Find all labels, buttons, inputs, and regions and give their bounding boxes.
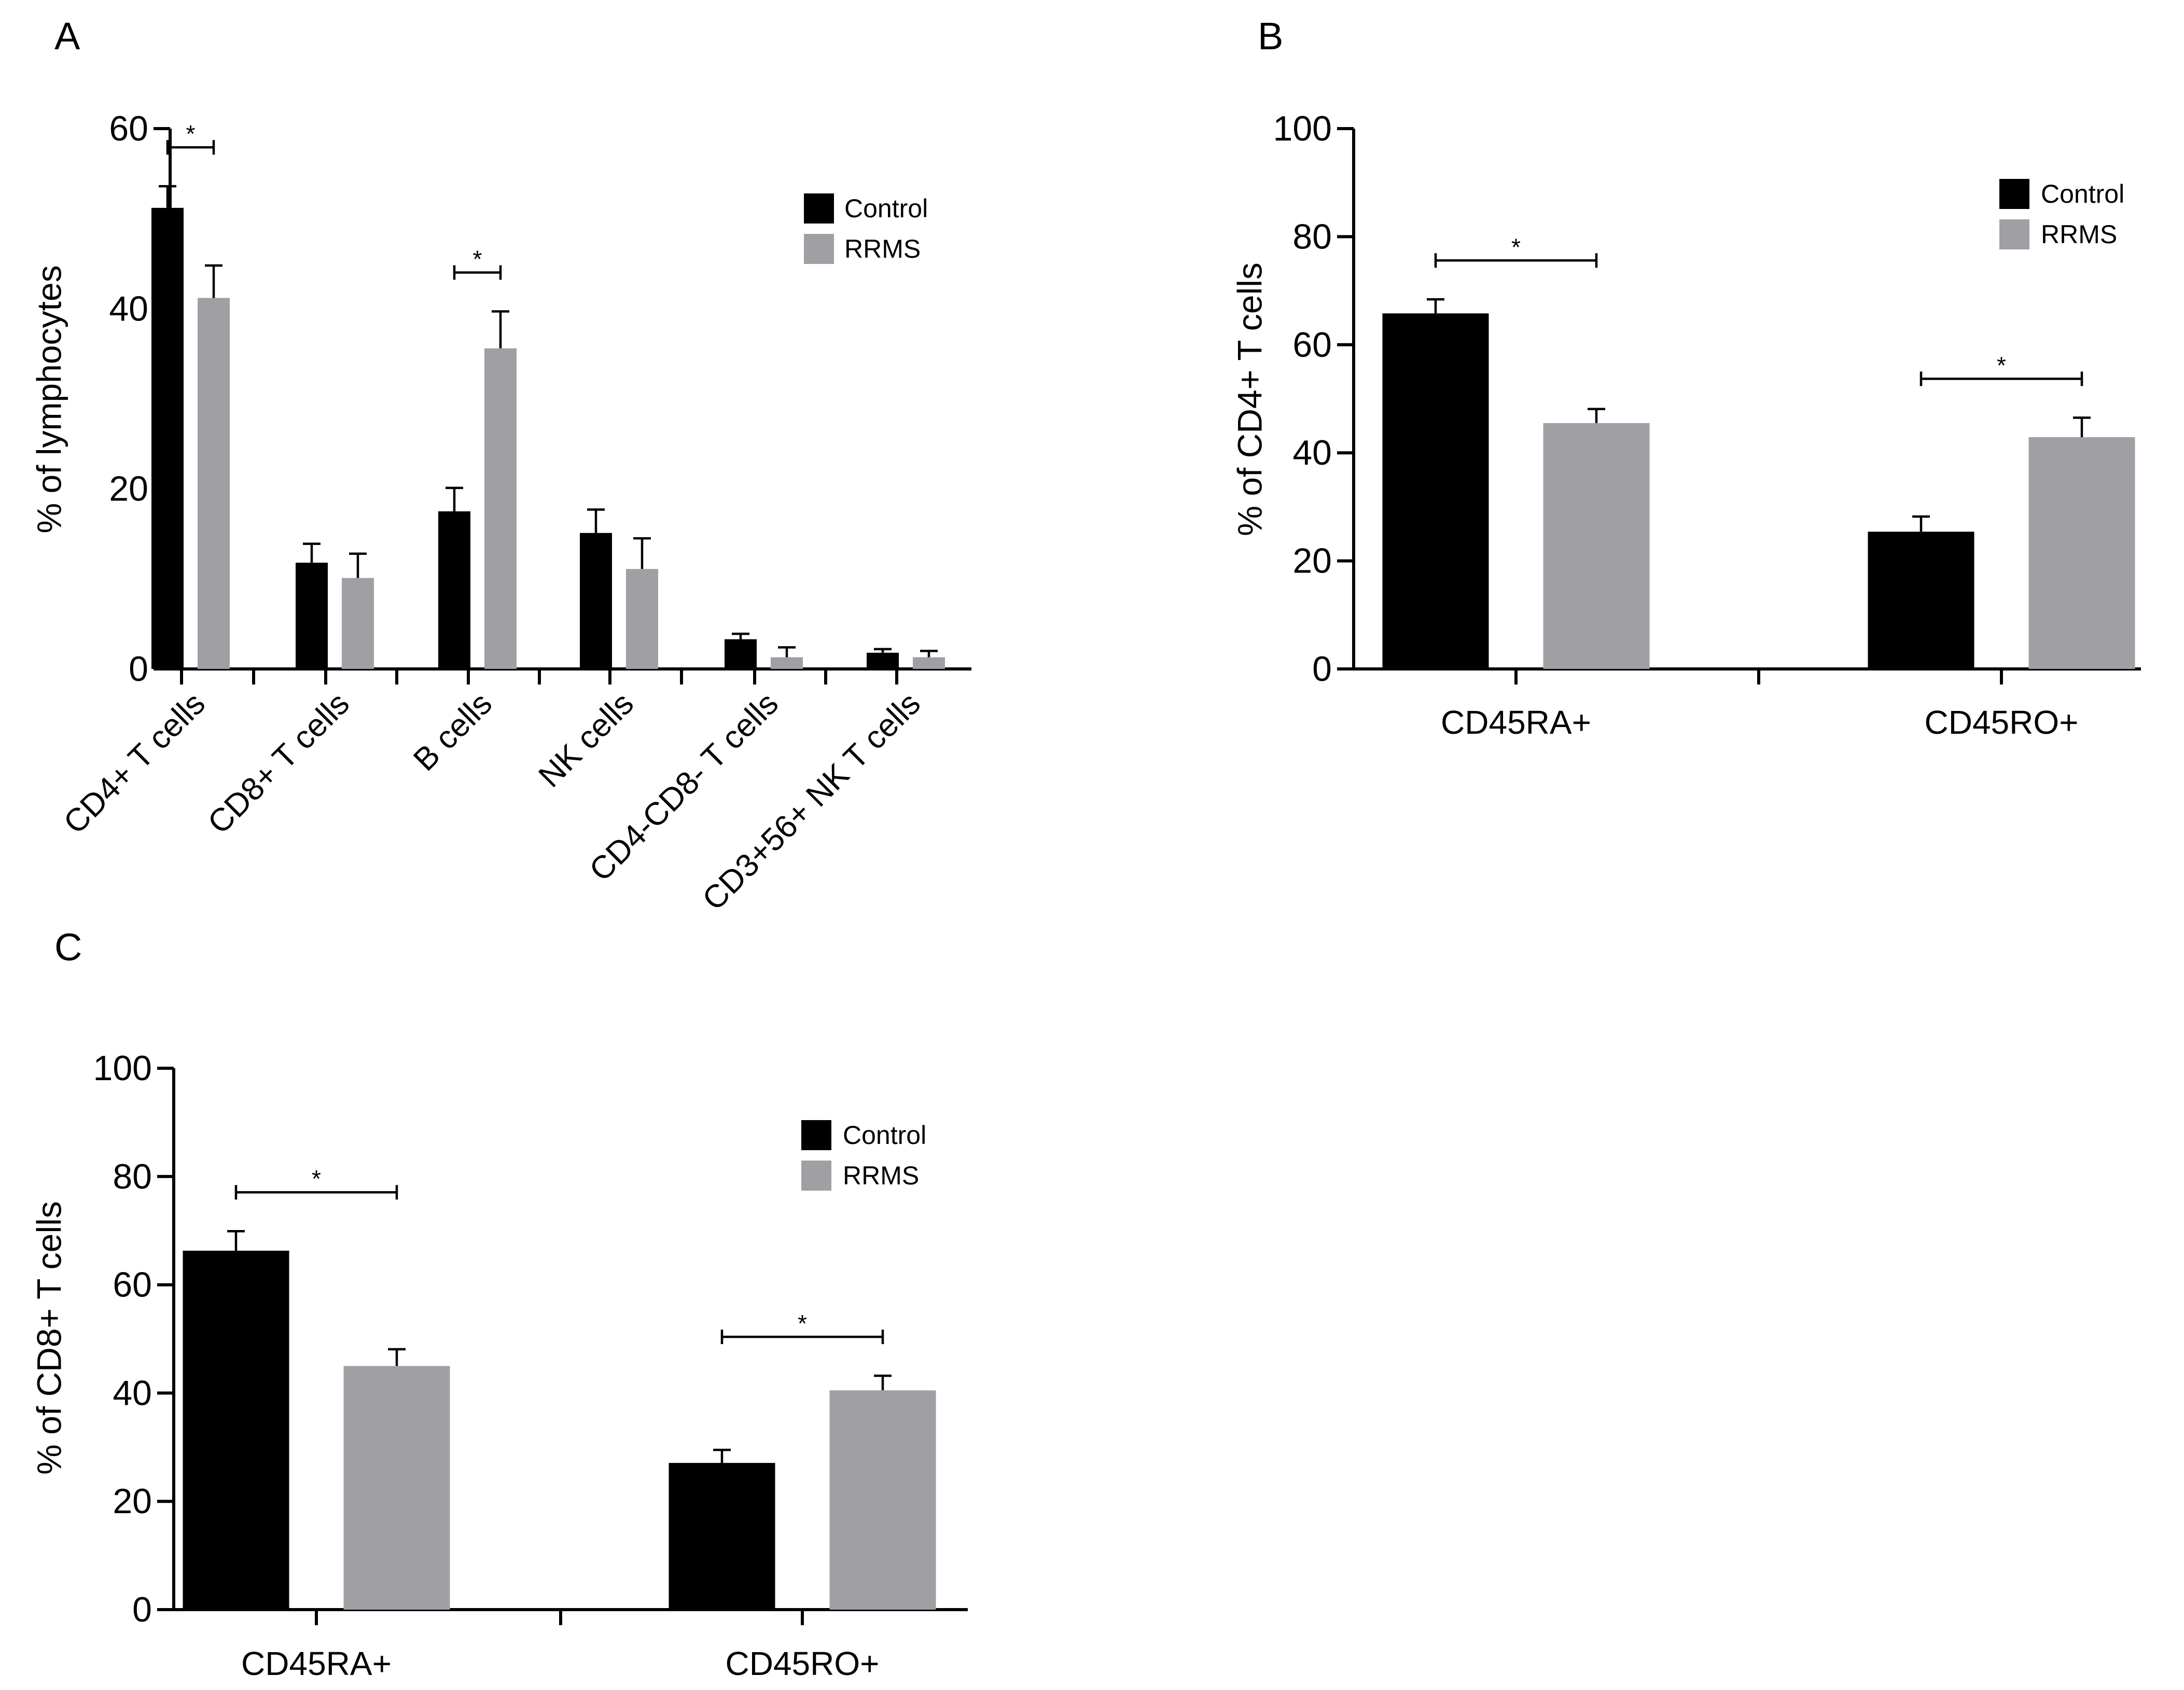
legend-swatch-rrms: [801, 1161, 831, 1191]
y-tick-label: 40: [109, 289, 148, 328]
y-tick-label: 20: [1292, 541, 1332, 581]
bar-control-cd45ra: [183, 1250, 289, 1610]
bar-control-cd45ro: [669, 1463, 775, 1610]
legend-label-control: Control: [844, 194, 928, 223]
legend-label-rrms: RRMS: [844, 234, 921, 263]
x-category-label: CD45RO+: [726, 1645, 880, 1682]
bar-rrms-cd8-t-cells: [342, 578, 374, 669]
bar-control-b-cells: [438, 511, 470, 669]
x-category-label: CD45RA+: [241, 1645, 392, 1682]
legend-swatch-control: [804, 193, 834, 224]
y-tick-label: 80: [113, 1157, 152, 1196]
legend-swatch-control: [1999, 179, 2029, 209]
y-tick-label: 0: [132, 1590, 152, 1629]
legend: Control RRMS: [804, 193, 928, 264]
x-category-label: NK cells: [532, 686, 641, 794]
y-tick-label: 40: [113, 1373, 152, 1413]
y-tick-label: 60: [109, 109, 148, 148]
y-tick-label: 0: [129, 649, 148, 689]
significance-bracket: [166, 140, 215, 155]
significance-bracket: [1434, 253, 1598, 268]
bar-control-cd4-t-cells: [151, 207, 184, 669]
y-tick-label: 20: [113, 1482, 152, 1521]
significance-star: *: [473, 246, 482, 273]
x-category-label: CD45RO+: [1925, 704, 2079, 741]
bar-control-cd3-56-nk-t-cells: [867, 652, 899, 669]
legend: Control RRMS: [1999, 179, 2124, 249]
bar-rrms-cd45ra: [1543, 423, 1650, 669]
bar-rrms-cd45ra: [343, 1366, 450, 1610]
bar-control-cd45ra: [1382, 313, 1489, 669]
significance-star: *: [1997, 352, 2006, 379]
significance-bracket: [234, 1185, 398, 1200]
y-axis-label: % of CD8+ T cells: [30, 1201, 68, 1475]
legend-label-control: Control: [843, 1121, 926, 1150]
y-tick-label: 80: [1292, 217, 1332, 256]
y-tick-label: 40: [1292, 433, 1332, 472]
y-tick-label: 20: [109, 469, 148, 509]
panel-c: C % of CD8+ T cells 0 20 40 60 80 100 CD45RA+ CD4…: [30, 926, 968, 1682]
bar-control-cd45ro: [1868, 532, 1974, 669]
significance-star: *: [312, 1165, 321, 1192]
x-category-label: CD45RA+: [1441, 704, 1591, 741]
legend-swatch-control: [801, 1120, 831, 1150]
bar-control-nk-cells: [580, 533, 612, 669]
legend: Control RRMS: [801, 1120, 926, 1191]
y-tick-label: 0: [1312, 649, 1332, 689]
y-tick-label: 60: [113, 1265, 152, 1305]
x-category-label: CD8+ T cells: [201, 686, 356, 841]
legend-label-control: Control: [2041, 179, 2124, 208]
y-axis-label: % of lymphocytes: [30, 265, 68, 533]
panel-b: B % of CD4+ T cells 0 20 40 60 80 100 CD45RA+ CD4…: [1230, 15, 2141, 741]
bar-control-cd8-t-cells: [296, 563, 328, 669]
significance-star: *: [186, 120, 196, 147]
significance-star: *: [798, 1310, 807, 1337]
bar-control-cd4-cd8-t-cells: [725, 639, 757, 669]
legend-swatch-rrms: [1999, 219, 2029, 249]
significance-bracket: [453, 265, 502, 280]
bar-rrms-cd45ro: [829, 1390, 936, 1610]
y-axis-label: % of CD4+ T cells: [1230, 262, 1269, 536]
significance-star: *: [1511, 233, 1521, 260]
bar-rrms-nk-cells: [626, 569, 658, 669]
x-category-label: B cells: [407, 686, 499, 778]
y-tick-label: 60: [1292, 325, 1332, 365]
significance-bracket: [1919, 371, 2083, 386]
bar-rrms-cd45ro: [2028, 437, 2135, 669]
panel-a: A % of lymphocytes 0 20 40 60 CD4+ T cellsCD8+…: [30, 15, 971, 917]
panel-a-letter: A: [54, 15, 80, 58]
x-category-label: CD4+ T cells: [57, 686, 212, 841]
bar-rrms-cd3-56-nk-t-cells: [913, 657, 945, 669]
panel-b-letter: B: [1258, 15, 1283, 58]
y-tick-label: 100: [93, 1049, 152, 1088]
panel-c-letter: C: [54, 926, 82, 969]
y-tick-label: 100: [1273, 109, 1332, 148]
bar-rrms-cd4-cd8-t-cells: [771, 657, 803, 669]
bar-rrms-cd4-t-cells: [198, 298, 230, 669]
legend-swatch-rrms: [804, 234, 834, 264]
legend-label-rrms: RRMS: [2041, 220, 2117, 249]
legend-label-rrms: RRMS: [843, 1161, 919, 1190]
significance-bracket: [720, 1329, 884, 1344]
bar-rrms-b-cells: [484, 348, 517, 669]
